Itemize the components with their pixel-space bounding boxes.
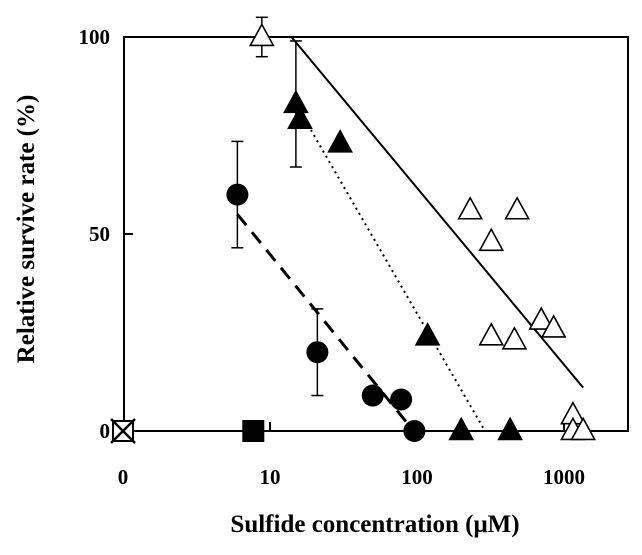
open-triangle-point <box>540 314 567 338</box>
filled-triangle-point <box>448 416 475 441</box>
open-triangle-point <box>457 196 484 220</box>
open-triangle-point <box>248 22 275 47</box>
open-triangle-point <box>528 306 555 330</box>
filled-triangle-point <box>497 416 523 441</box>
x-tick-label: 100 <box>401 465 433 489</box>
filled-circle-point <box>390 388 413 411</box>
filled-square-point <box>242 420 265 442</box>
y-tick-label: 0 <box>100 419 111 443</box>
plot-frame <box>123 36 629 432</box>
y-axis-title-group: Relative survive rate (%) <box>13 95 40 364</box>
open-triangle-point <box>501 326 528 350</box>
trend-line-dashed <box>236 213 415 432</box>
x-mark <box>110 418 136 444</box>
y-tick-label: 50 <box>89 222 110 246</box>
y-tick-label: 100 <box>79 25 111 49</box>
x-tick-label: 10 <box>260 465 281 489</box>
trend-line-solid <box>290 36 584 389</box>
open-triangle-point <box>504 196 530 220</box>
x-tick-label: 0 <box>118 465 129 489</box>
filled-circle-point <box>361 384 384 407</box>
trend-line-dotted <box>295 103 486 432</box>
open-triangle-point <box>478 322 505 346</box>
filled-triangle-point <box>283 89 309 114</box>
filled-triangle-point <box>287 105 313 129</box>
open-triangle-point <box>570 416 597 441</box>
y-axis-title: Relative survive rate (%) <box>13 95 40 364</box>
x-axis-title: Sulfide concentration (μM) <box>230 511 519 538</box>
filled-circle-point <box>403 420 426 442</box>
x-tick-label: 1000 <box>543 465 585 489</box>
filled-triangle-point <box>414 322 441 346</box>
filled-circle-point <box>306 341 329 364</box>
open-triangle-point <box>478 227 505 252</box>
filled-circle-point <box>226 183 249 206</box>
filled-triangle-point <box>327 129 353 153</box>
